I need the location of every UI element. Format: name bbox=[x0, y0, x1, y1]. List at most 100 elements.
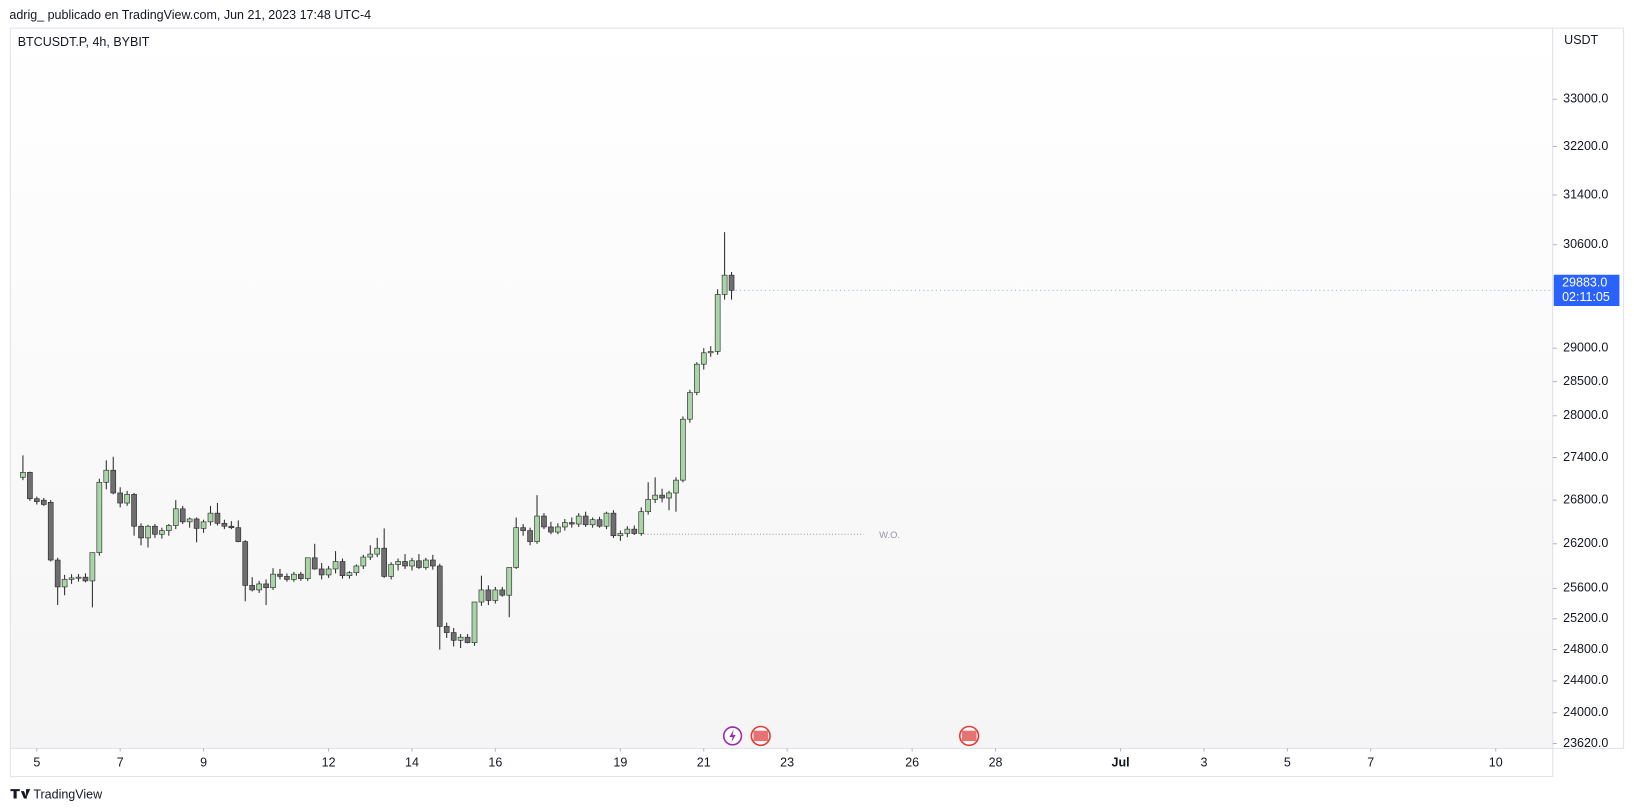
y-tick-label: 26800.0 bbox=[1563, 492, 1608, 506]
candle-body bbox=[374, 547, 381, 555]
candle-body bbox=[645, 499, 651, 513]
candle-body bbox=[471, 601, 478, 643]
last-price-countdown: 02:11:05 bbox=[1562, 290, 1610, 304]
x-tick-label: 9 bbox=[200, 755, 207, 769]
candle-body bbox=[124, 494, 130, 504]
candle-body bbox=[270, 573, 276, 588]
candle-body bbox=[277, 573, 283, 577]
price-axis bbox=[1552, 27, 1625, 749]
candle-body bbox=[409, 560, 415, 567]
y-tick-label: 33000.0 bbox=[1563, 92, 1608, 106]
candle-body bbox=[166, 525, 172, 531]
candle-body bbox=[492, 589, 499, 601]
candle-body bbox=[332, 561, 339, 570]
candle-body bbox=[145, 525, 151, 539]
candle-body bbox=[617, 533, 624, 537]
candle-body bbox=[68, 577, 75, 580]
y-tick-label: 28000.0 bbox=[1563, 408, 1608, 422]
x-tick-label: 19 bbox=[613, 755, 627, 769]
candle-body bbox=[450, 632, 457, 641]
y-tick-label: 27400.0 bbox=[1563, 450, 1608, 464]
candle-body bbox=[687, 392, 693, 420]
candle-body bbox=[152, 525, 158, 535]
candle-body bbox=[298, 573, 304, 579]
candle-body bbox=[242, 541, 249, 586]
candle-body bbox=[256, 583, 262, 591]
candle-body bbox=[548, 526, 554, 533]
candle-body bbox=[235, 527, 242, 542]
time-axis bbox=[9, 747, 1554, 778]
candle-body bbox=[284, 576, 290, 580]
candle-body bbox=[82, 576, 89, 582]
candle-body bbox=[652, 494, 658, 500]
candle-body bbox=[360, 556, 367, 567]
candle-body bbox=[318, 568, 325, 576]
candle-body bbox=[714, 294, 721, 352]
x-tick-label: 7 bbox=[1367, 755, 1374, 769]
candle-body bbox=[430, 559, 436, 567]
candle-body bbox=[624, 528, 631, 534]
candle-body bbox=[520, 527, 526, 531]
candle-body bbox=[582, 515, 589, 526]
candle-body bbox=[159, 530, 165, 535]
candle-body bbox=[436, 565, 443, 627]
candle-body bbox=[110, 469, 117, 494]
candle-body bbox=[457, 636, 464, 641]
candle-body bbox=[117, 492, 124, 504]
y-tick-label: 24000.0 bbox=[1563, 705, 1608, 719]
candle-body bbox=[513, 527, 519, 568]
y-tick-label: 29000.0 bbox=[1563, 340, 1608, 354]
event-icon-glyph bbox=[961, 730, 977, 742]
y-tick-label: 26200.0 bbox=[1563, 536, 1608, 550]
y-tick-label: 23620.0 bbox=[1563, 736, 1608, 750]
candle-body bbox=[40, 499, 47, 505]
candles: W.O. bbox=[20, 232, 900, 650]
last-price-label: 29883.0 bbox=[1562, 275, 1607, 289]
candle-body bbox=[534, 515, 540, 542]
x-tick-label: 3 bbox=[1200, 755, 1207, 769]
candle-body bbox=[193, 518, 200, 529]
y-tick-label: 30600.0 bbox=[1563, 237, 1608, 251]
x-tick-label: 28 bbox=[989, 755, 1003, 769]
candle-body bbox=[707, 351, 714, 354]
header: adrig_ publicado en TradingView.com, Jun… bbox=[9, 8, 371, 22]
last-price-box bbox=[1553, 274, 1620, 307]
candle-body bbox=[631, 528, 638, 534]
candle-body bbox=[367, 553, 374, 558]
candle-body bbox=[596, 519, 603, 527]
candle-body bbox=[402, 561, 408, 567]
candle-body bbox=[20, 472, 26, 478]
x-tick-label: 5 bbox=[33, 755, 40, 769]
axis-unit: USDT bbox=[1564, 33, 1598, 47]
candle-body bbox=[103, 469, 110, 483]
candle-body bbox=[221, 522, 228, 527]
y-tick-label: 28500.0 bbox=[1563, 374, 1608, 388]
candle-body bbox=[353, 565, 360, 573]
y-tick-label: 24400.0 bbox=[1563, 673, 1608, 687]
x-tick-label: 14 bbox=[405, 755, 419, 769]
candle-body bbox=[325, 568, 332, 576]
candle-body bbox=[339, 561, 346, 576]
candle-body bbox=[304, 557, 311, 579]
candle-body bbox=[96, 481, 103, 553]
candle-body bbox=[478, 589, 485, 603]
footer: TradingView bbox=[33, 788, 103, 802]
plot-area bbox=[9, 27, 1554, 749]
y-tick-label: 24800.0 bbox=[1563, 642, 1608, 656]
candle-body bbox=[603, 512, 610, 527]
candle-body bbox=[575, 515, 582, 525]
candle-body bbox=[200, 521, 207, 529]
y-tick-label: 31400.0 bbox=[1563, 187, 1608, 201]
footer-logo bbox=[10, 789, 31, 799]
candle-body bbox=[568, 522, 575, 525]
candle-body bbox=[728, 274, 735, 291]
x-tick-label: Jul bbox=[1112, 755, 1130, 769]
x-tick-label: 23 bbox=[780, 755, 794, 769]
candle-body bbox=[659, 494, 665, 499]
candle-body bbox=[541, 515, 547, 528]
candle-body bbox=[186, 518, 193, 523]
x-tick-label: 12 bbox=[322, 755, 336, 769]
symbol-title: BTCUSDT.P, 4h, BYBIT bbox=[18, 35, 150, 49]
